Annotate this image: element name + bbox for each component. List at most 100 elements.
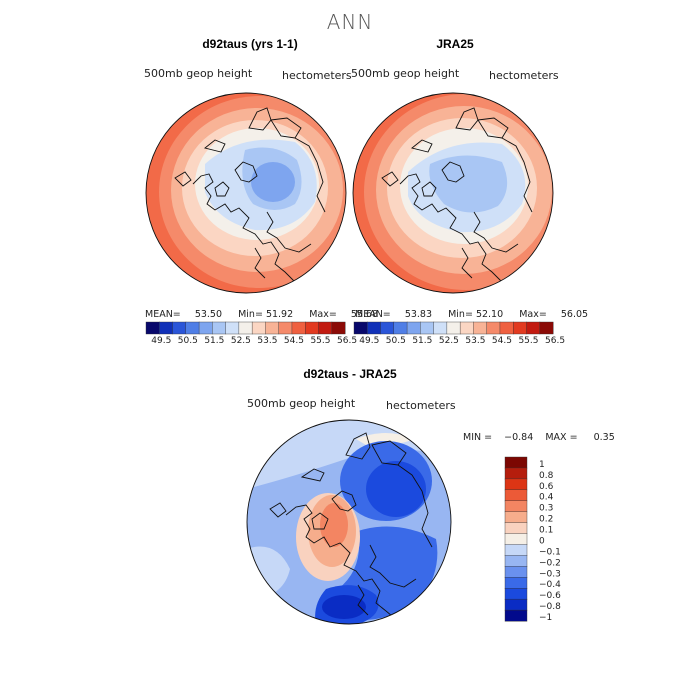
panel3-colorbar-cell <box>504 500 528 513</box>
panel3-colorbar-cell <box>504 609 528 622</box>
panel2-colorbar-cell <box>473 321 488 335</box>
panel2-colorbar-cell <box>539 321 554 335</box>
panel3-colorbar: 10.80.60.40.30.20.10−0.1−0.2−0.3−0.4−0.6… <box>504 456 561 623</box>
panel3-colorbar-level-label: −0.1 <box>539 547 561 557</box>
panel3-colorbar-cell <box>504 456 528 469</box>
panel1-colorbar-tick-label: 50.5 <box>177 336 198 346</box>
panel3-stats: MIN = −0.84 MAX = 0.35 <box>463 432 615 443</box>
p3-map-border <box>246 419 452 625</box>
panel1-colorbar-cell <box>251 321 266 335</box>
panel3-min-label: MIN = <box>463 432 493 443</box>
panel2-colorbar-tick-label: 50.5 <box>385 336 406 346</box>
panel3-colorbar-level-label: 0.8 <box>539 471 554 481</box>
panel3-colorbar-cell <box>504 467 528 480</box>
panel2-colorbar-tick-label: 51.5 <box>412 336 433 346</box>
p3-near-zero <box>356 433 414 446</box>
p2-map-border <box>352 92 554 294</box>
panel3-colorbar-level-label: −0.3 <box>539 569 561 579</box>
panel2-colorbar-cell <box>499 321 514 335</box>
panel2-colorbar-cell <box>353 321 368 335</box>
panel3-colorbar-level-label: −0.8 <box>539 602 561 612</box>
panel3-colorbar-level-label: 0.6 <box>539 482 554 492</box>
panel1-colorbar <box>145 321 346 335</box>
panel2-variable-label: 500mb geop height <box>351 67 460 80</box>
panel3-colorbar-level-label: 0.1 <box>539 526 553 536</box>
panel1-colorbar-cell <box>318 321 333 335</box>
panel3-colorbar-cell <box>504 533 528 545</box>
panel2-colorbar-tick-label: 56.5 <box>545 336 566 346</box>
panel1-colorbar-cell <box>185 321 200 335</box>
panel2-colorbar-cell <box>446 321 461 335</box>
panel1-min-value: 51.92 <box>265 309 294 320</box>
panel2-max-value: 56.05 <box>560 309 589 320</box>
panel2-title: JRA25 <box>436 37 474 51</box>
panel3-colorbar-cell <box>504 577 528 589</box>
panel1-colorbar-cell <box>265 321 280 335</box>
panel1-colorbar-tick-label: 54.5 <box>283 336 304 346</box>
panel2-max-label: Max= <box>519 309 547 320</box>
panel1-min-label: Min= <box>238 309 263 320</box>
panel1-colorbar-tick-label: 55.5 <box>310 336 331 346</box>
panel3-colorbar-cell <box>504 522 528 535</box>
p2-level-52b <box>429 155 508 213</box>
panel3-title: d92taus - JRA25 <box>303 367 397 381</box>
panel3-colorbar-level-label: −0.4 <box>539 580 561 590</box>
panel1-colorbar-cell <box>159 321 174 335</box>
panel2-min-label: Min= <box>448 309 473 320</box>
panel3-max-value: 0.35 <box>593 432 615 443</box>
panel2-mean-label: MEAN= <box>355 309 391 320</box>
panel3-colorbar-cell <box>504 478 528 491</box>
panel1-title: d92taus (yrs 1-1) <box>202 37 298 51</box>
panel3-colorbar-level-label: 0.3 <box>539 504 553 514</box>
p1-map-border <box>145 92 347 294</box>
panel3-colorbar-level-label: −1 <box>539 613 552 623</box>
panel3-max-label: MAX = <box>545 432 578 443</box>
panel1-colorbar-cell <box>172 321 187 335</box>
panel2-colorbar-cell <box>420 321 435 335</box>
panel2-colorbar-cell <box>406 321 421 335</box>
panel1-mean-value: 53.50 <box>194 309 223 320</box>
panel2-colorbar-cell <box>459 321 474 335</box>
panel2-min-value: 52.10 <box>475 309 504 320</box>
panel2-colorbar-tick-label: 49.5 <box>359 336 380 346</box>
panel1-units-label: hectometers <box>282 69 352 82</box>
panel3-colorbar-cell <box>504 598 528 611</box>
panel3-colorbar-level-label: 0.2 <box>539 515 553 525</box>
panel2-mean-value: 53.83 <box>404 309 433 320</box>
panel1-colorbar-cell <box>278 321 293 335</box>
panel1-colorbar-cell <box>198 321 213 335</box>
panel3-colorbar-level-label: −0.2 <box>539 558 561 568</box>
p3-pos-core <box>320 503 348 547</box>
main-title: ANN <box>326 10 374 34</box>
panel3-colorbar-cell <box>504 511 528 524</box>
panel2-map <box>352 92 554 294</box>
panel3-min-value: −0.84 <box>504 432 534 443</box>
panel3-variable-label: 500mb geop height <box>247 397 356 410</box>
panel1-colorbar-cell <box>238 321 253 335</box>
panel1-variable-label: 500mb geop height <box>144 67 253 80</box>
panel2-colorbar <box>353 321 554 335</box>
panel2-colorbar-cell <box>433 321 448 335</box>
panel1-map <box>145 92 347 294</box>
panel2-colorbar-cell <box>486 321 501 335</box>
p2-coastlines <box>381 107 533 283</box>
panel1-colorbar-cell <box>145 321 160 335</box>
panel2-colorbar-cell <box>367 321 382 335</box>
panel2-stats: MEAN= 53.83 Min= 52.10 Max= 56.05 <box>355 309 588 320</box>
panel1-mean-label: MEAN= <box>145 309 181 320</box>
p3-coastlines <box>269 432 433 622</box>
panel1-colorbar-cell <box>304 321 319 335</box>
panel3-colorbar-cell <box>504 544 528 556</box>
panel1-colorbar-tick-label: 52.5 <box>230 336 251 346</box>
p3-neg-strong <box>366 461 426 517</box>
panel3-colorbar-cell <box>504 587 528 600</box>
panel3-colorbar-level-label: −0.6 <box>539 591 561 601</box>
panel1-colorbar-tick-label: 49.5 <box>151 336 172 346</box>
panel2-colorbar-tick-label: 55.5 <box>518 336 539 346</box>
panel1-colorbar-cell <box>331 321 346 335</box>
p1-level-51 <box>251 162 295 202</box>
panel3-colorbar-level-label: 0.4 <box>539 493 554 503</box>
panel2-colorbar-cell <box>512 321 527 335</box>
panel1-colorbar-tick-label: 51.5 <box>204 336 225 346</box>
panel1-colorbar-cell <box>212 321 227 335</box>
